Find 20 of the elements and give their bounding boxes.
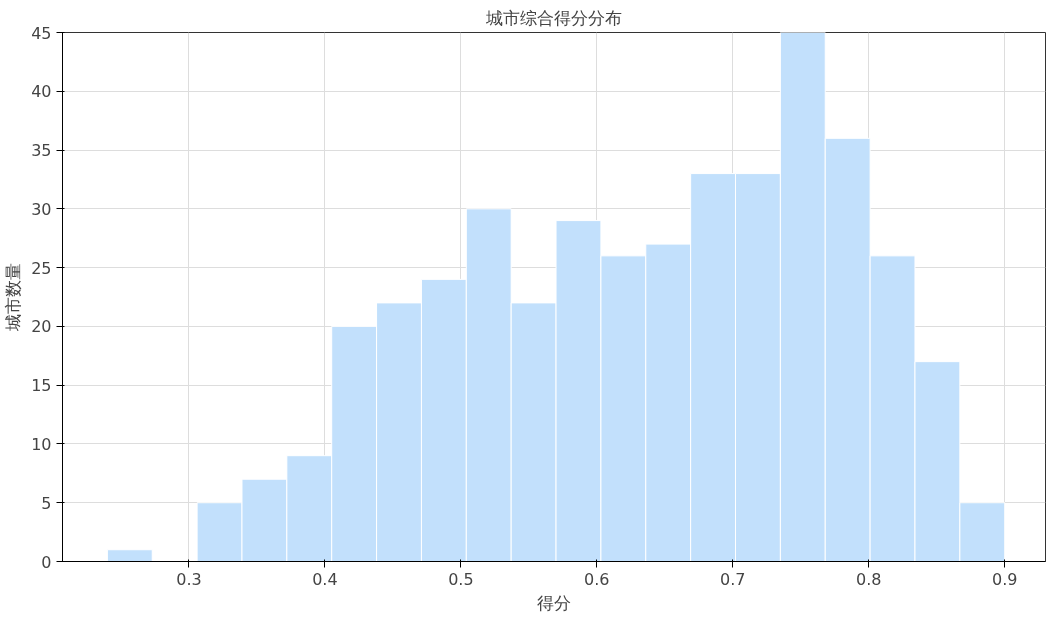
y-tick-label: 30 xyxy=(31,199,52,219)
x-axis-title: 得分 xyxy=(537,592,571,613)
y-tick-label: 45 xyxy=(31,23,52,43)
chart-title: 城市综合得分分布 xyxy=(485,7,622,28)
y-tick-label: 40 xyxy=(31,82,52,102)
x-tick-label: 0.6 xyxy=(584,569,610,589)
y-tick-label: 25 xyxy=(31,258,52,278)
y-tick-label: 10 xyxy=(31,434,52,454)
y-tick-label: 5 xyxy=(41,493,52,513)
y-tick-label: 20 xyxy=(31,317,52,337)
y-tick-label: 15 xyxy=(31,376,52,396)
x-tick-label: 0.5 xyxy=(448,569,474,589)
y-axis-title: 城市数量 xyxy=(3,263,24,332)
x-tick-label: 0.8 xyxy=(856,569,882,589)
x-tick-label: 0.4 xyxy=(312,569,338,589)
y-tick-label: 0 xyxy=(41,552,52,572)
x-tick-label: 0.3 xyxy=(176,569,202,589)
x-tick-label: 0.9 xyxy=(991,569,1018,589)
x-tick-label: 0.7 xyxy=(720,569,746,589)
y-tick-label: 35 xyxy=(31,141,52,161)
